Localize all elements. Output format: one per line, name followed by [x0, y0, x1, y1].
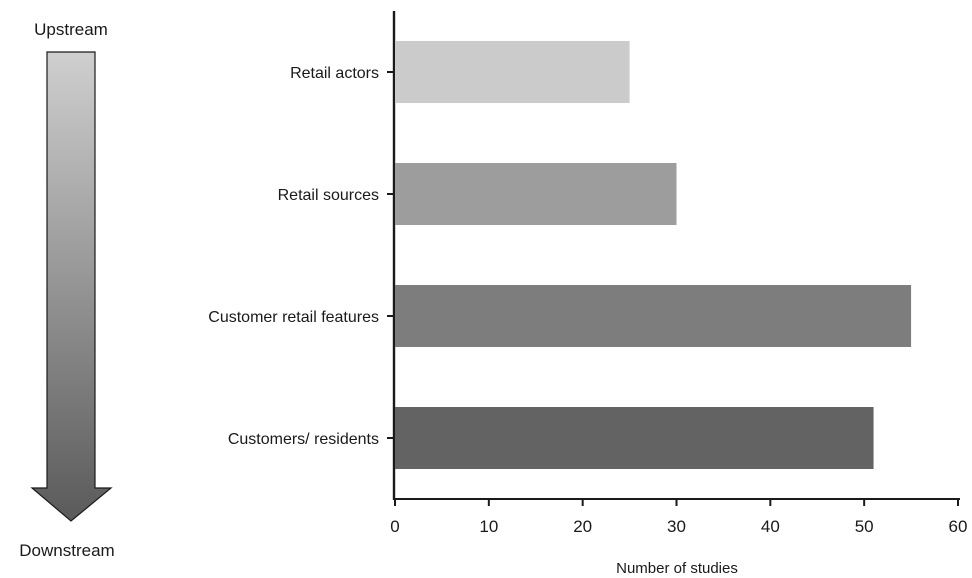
x-tick-label: 0: [390, 517, 399, 536]
x-tick-label: 50: [855, 517, 874, 536]
y-tick-label: Customers/ residents: [228, 431, 379, 448]
x-tick-label: 30: [667, 517, 686, 536]
bar: [395, 163, 677, 225]
x-axis-title: Number of studies: [616, 560, 738, 577]
y-tick-label: Customer retail features: [208, 309, 379, 326]
bar: [395, 407, 874, 469]
bar: [395, 41, 630, 103]
y-tick-label: Retail sources: [278, 187, 379, 204]
downstream-label: Downstream: [19, 541, 114, 560]
x-tick-label: 60: [949, 517, 968, 536]
upstream-label: Upstream: [34, 20, 108, 39]
x-tick-label: 20: [573, 517, 592, 536]
flow-arrow-icon: [30, 51, 113, 522]
x-tick-label: 10: [479, 517, 498, 536]
x-tick-label: 40: [761, 517, 780, 536]
bar: [395, 285, 912, 347]
y-tick-label: Retail actors: [290, 65, 379, 82]
